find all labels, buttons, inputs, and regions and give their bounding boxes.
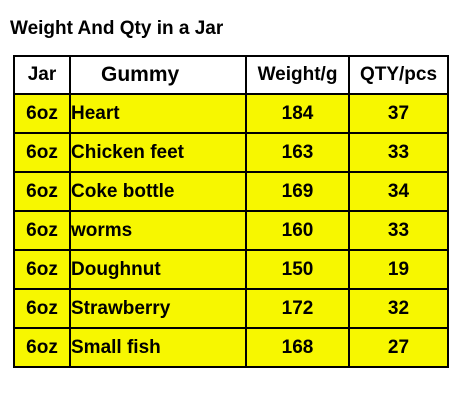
weight-qty-table: Jar Gummy Weight/g QTY/pcs 6oz Heart 184… (13, 55, 449, 368)
jar-cell: 6oz (13, 327, 71, 368)
qty-cell: 33 (348, 132, 449, 173)
weight-cell: 184 (245, 93, 350, 134)
column-header-weight: Weight/g (245, 55, 350, 95)
weight-cell: 168 (245, 327, 350, 368)
weight-cell: 163 (245, 132, 350, 173)
qty-cell: 37 (348, 93, 449, 134)
table-row: 6oz worms 160 33 (13, 210, 449, 251)
table-row: 6oz Chicken feet 163 33 (13, 132, 449, 173)
table-row: 6oz Small fish 168 27 (13, 327, 449, 368)
qty-cell: 33 (348, 210, 449, 251)
column-header-jar: Jar (13, 55, 71, 95)
gummy-cell: Coke bottle (69, 171, 247, 212)
page-title: Weight And Qty in a Jar (10, 18, 224, 39)
table-row: 6oz Heart 184 37 (13, 93, 449, 134)
qty-cell: 32 (348, 288, 449, 329)
gummy-cell: Doughnut (69, 249, 247, 290)
weight-cell: 169 (245, 171, 350, 212)
qty-cell: 27 (348, 327, 449, 368)
jar-cell: 6oz (13, 93, 71, 134)
table-header-row: Jar Gummy Weight/g QTY/pcs (13, 55, 449, 95)
qty-cell: 19 (348, 249, 449, 290)
gummy-cell: Heart (69, 93, 247, 134)
qty-cell: 34 (348, 171, 449, 212)
gummy-cell: worms (69, 210, 247, 251)
weight-cell: 150 (245, 249, 350, 290)
weight-cell: 172 (245, 288, 350, 329)
column-header-gummy: Gummy (69, 55, 247, 95)
column-header-qty: QTY/pcs (348, 55, 449, 95)
jar-cell: 6oz (13, 171, 71, 212)
gummy-cell: Small fish (69, 327, 247, 368)
jar-cell: 6oz (13, 249, 71, 290)
jar-cell: 6oz (13, 132, 71, 173)
gummy-cell: Strawberry (69, 288, 247, 329)
weight-cell: 160 (245, 210, 350, 251)
table-row: 6oz Strawberry 172 32 (13, 288, 449, 329)
jar-cell: 6oz (13, 288, 71, 329)
table-row: 6oz Doughnut 150 19 (13, 249, 449, 290)
jar-cell: 6oz (13, 210, 71, 251)
gummy-cell: Chicken feet (69, 132, 247, 173)
table-row: 6oz Coke bottle 169 34 (13, 171, 449, 212)
